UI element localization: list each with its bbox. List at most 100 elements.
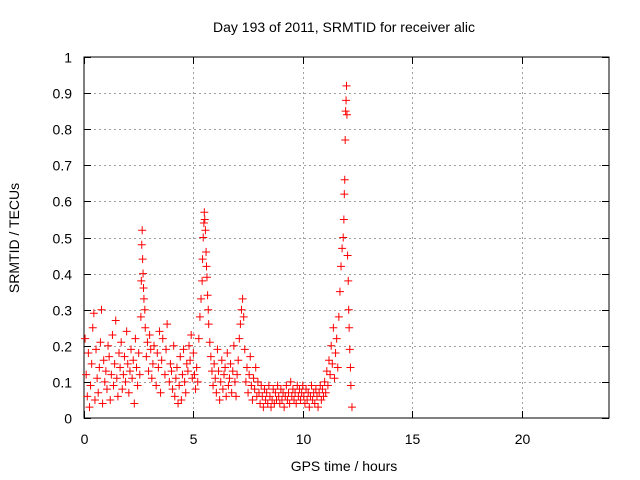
data-point: [319, 392, 328, 401]
data-point: [246, 352, 255, 361]
data-point: [234, 356, 243, 365]
data-point: [213, 345, 222, 354]
y-tick-label: 0.8: [53, 122, 73, 138]
grid-lines: [84, 57, 609, 418]
chart-title: Day 193 of 2011, SRMTID for receiver ali…: [213, 19, 475, 35]
data-point: [157, 356, 166, 365]
data-point: [323, 381, 332, 390]
data-point: [131, 334, 140, 343]
data-point: [229, 341, 238, 350]
data-point: [172, 363, 181, 372]
data-point: [153, 349, 162, 358]
data-point: [232, 392, 241, 401]
data-point: [249, 374, 258, 383]
y-tick-label: 0.4: [53, 267, 73, 283]
data-point: [237, 305, 246, 314]
data-point: [267, 403, 276, 412]
data-point: [242, 363, 251, 372]
data-point: [339, 215, 348, 224]
data-point: [84, 349, 93, 358]
data-point: [227, 388, 236, 397]
data-point: [209, 381, 218, 390]
data-point: [204, 305, 213, 314]
data-point: [95, 363, 104, 372]
data-point: [132, 363, 141, 372]
data-point: [147, 374, 156, 383]
data-point: [345, 323, 354, 332]
data-point: [340, 175, 349, 184]
data-point: [108, 330, 117, 339]
data-point: [331, 349, 340, 358]
data-point: [88, 323, 97, 332]
data-point: [202, 273, 211, 282]
data-point: [228, 367, 237, 376]
data-point: [236, 320, 245, 329]
data-point: [109, 381, 118, 390]
y-tick-label: 0.2: [53, 339, 73, 355]
data-point: [223, 349, 232, 358]
data-point: [317, 395, 326, 404]
data-point: [256, 399, 265, 408]
data-point: [244, 388, 253, 397]
data-point: [195, 312, 204, 321]
data-point: [86, 381, 95, 390]
data-point: [321, 388, 330, 397]
data-point: [127, 345, 136, 354]
data-point: [329, 323, 338, 332]
data-point: [326, 370, 335, 379]
data-point: [144, 367, 153, 376]
data-point: [139, 269, 148, 278]
data-point: [264, 381, 273, 390]
data-point: [193, 377, 202, 386]
data-point: [205, 338, 214, 347]
data-point: [94, 388, 103, 397]
data-point: [327, 341, 336, 350]
data-point: [298, 381, 307, 390]
data-point: [316, 381, 325, 390]
data-point: [117, 338, 126, 347]
data-point: [216, 377, 225, 386]
data-point: [189, 349, 198, 358]
data-point: [125, 367, 134, 376]
data-point: [152, 381, 161, 390]
data-point: [314, 403, 323, 412]
data-point: [330, 374, 339, 383]
data-point: [136, 312, 145, 321]
data-point: [201, 226, 210, 235]
data-point: [347, 403, 356, 412]
data-point: [255, 388, 263, 397]
data-point: [183, 367, 192, 376]
data-point: [100, 377, 109, 386]
data-point: [197, 294, 206, 303]
data-point: [178, 370, 187, 379]
data-point: [337, 262, 346, 271]
data-point: [107, 370, 116, 379]
data-point: [269, 385, 278, 394]
data-point: [85, 403, 94, 412]
x-tick-label: 5: [190, 431, 198, 447]
data-point: [128, 374, 137, 383]
y-axis-title: SRMTID / TECUs: [6, 183, 22, 293]
data-point: [182, 359, 191, 368]
data-point: [175, 381, 184, 390]
data-point: [333, 363, 342, 372]
data-point: [190, 370, 199, 379]
y-tick-label: 0: [64, 411, 72, 427]
data-point: [194, 334, 203, 343]
data-point: [273, 381, 282, 390]
data-point: [251, 363, 260, 372]
data-point: [160, 370, 169, 379]
data-point: [300, 399, 309, 408]
data-point: [133, 381, 142, 390]
data-point: [253, 377, 262, 386]
data-point: [241, 377, 250, 386]
data-point: [150, 341, 158, 350]
data-point: [342, 96, 351, 105]
y-tick-label: 0.9: [53, 86, 73, 102]
data-point: [245, 370, 254, 379]
data-point: [342, 81, 351, 90]
data-point: [211, 374, 220, 383]
data-point: [247, 381, 256, 390]
data-point: [217, 356, 226, 365]
